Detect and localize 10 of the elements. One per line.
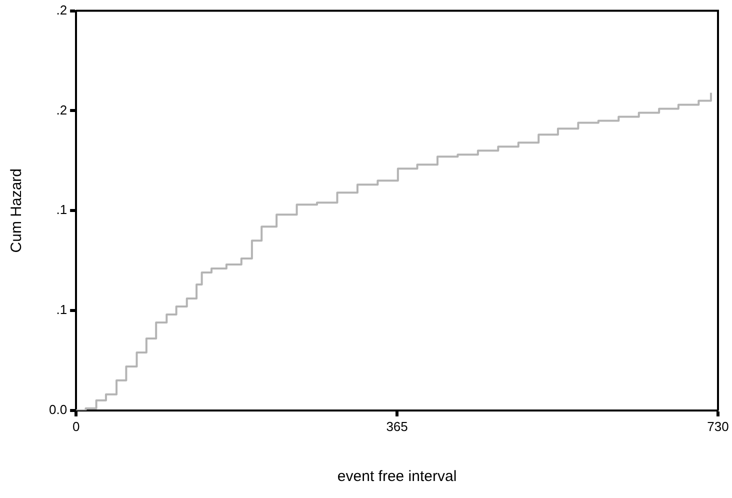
y-axis-title: Cum Hazard — [8, 168, 26, 253]
x-axis-title: event free interval — [337, 468, 457, 486]
y-tick-label: .1 — [56, 202, 68, 218]
y-tick-label: .1 — [56, 302, 68, 318]
x-tick-label: 0 — [72, 418, 80, 434]
y-tick-label: 0.0 — [48, 402, 68, 417]
x-tick-label: 365 — [386, 418, 408, 434]
x-tick-label: 730 — [707, 418, 729, 434]
y-tick-label: .2 — [56, 102, 68, 118]
y-tick-label: .2 — [56, 2, 68, 18]
